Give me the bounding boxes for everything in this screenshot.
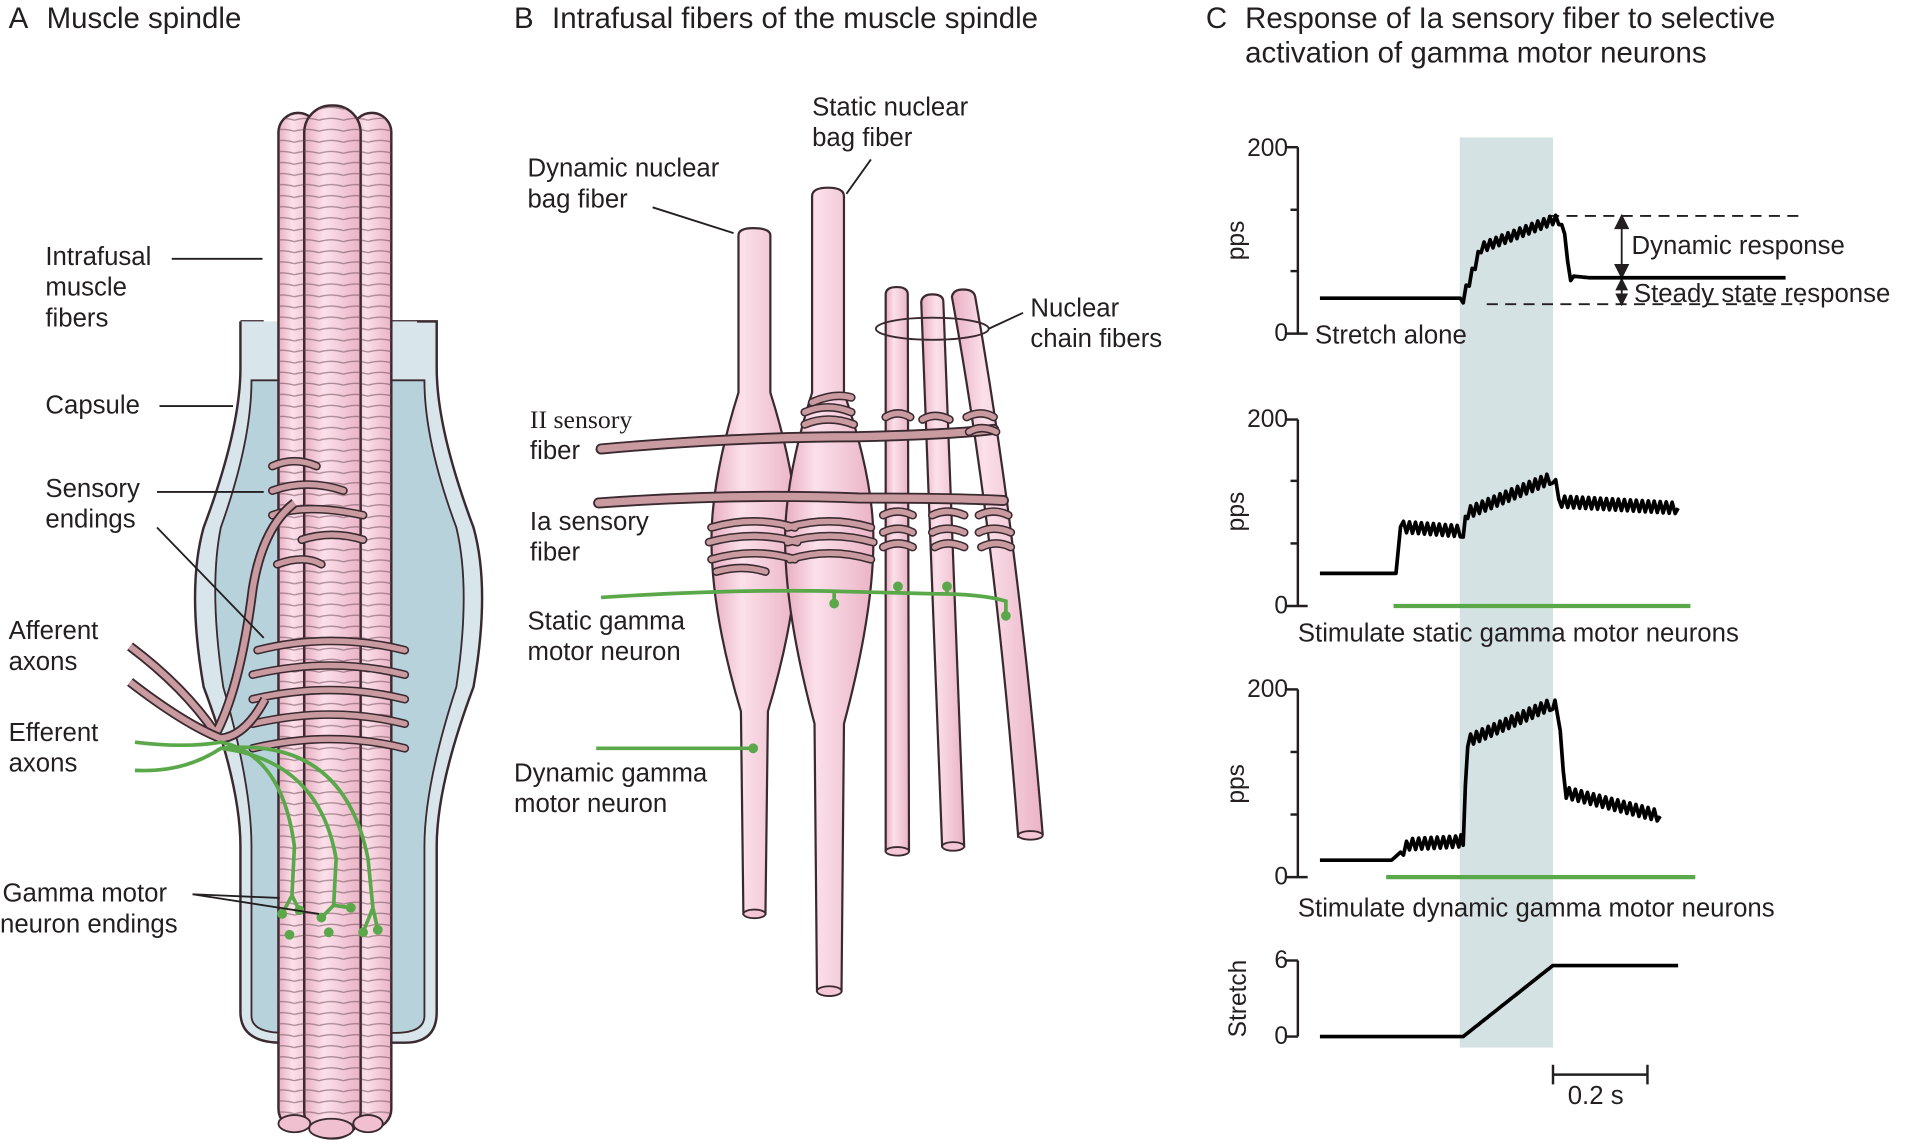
label-afferent-1: Afferent (8, 617, 99, 646)
label-dynamic-bag-2: bag fiber (527, 185, 628, 214)
ylabel-4: Stretch (1225, 959, 1253, 1038)
condition-1: Stretch alone (1315, 321, 1467, 350)
label-intrafusal-2: muscle (45, 273, 128, 302)
label-gamma-endings-2: neuron endings (0, 910, 178, 939)
gamma-axons-a (134, 740, 380, 933)
label-dynamic-gamma-2: motor neuron (513, 789, 668, 819)
tick-3-max: 200 (1247, 675, 1289, 703)
panel-c-title-line1: Response of Ia sensory fiber to selectiv… (1245, 2, 1776, 36)
label-static-gamma-2: motor neuron (527, 637, 681, 667)
label-static-bag-1: Static nuclear (812, 93, 969, 122)
panel-b-letter: B (513, 2, 534, 36)
tick-4-max: 6 (1274, 947, 1289, 974)
panel-c-letter: C (1205, 2, 1228, 36)
scale-bar-label: 0.2 s (1567, 1081, 1624, 1111)
label-efferent-1: Efferent (8, 718, 99, 748)
label-static-bag-2: bag fiber (812, 123, 913, 153)
ylabel-2: pps (1223, 491, 1251, 532)
label-intrafusal-3: fibers (45, 304, 109, 333)
static-gamma-axon (600, 588, 1008, 616)
stretch-shade (1459, 137, 1554, 1048)
label-sensory-1: Sensory (45, 474, 140, 503)
chain-fiber-2 (920, 293, 966, 848)
label-gamma-endings-1: Gamma motor (2, 879, 168, 908)
tick-3-min: 0 (1274, 863, 1289, 891)
label-sensory-2: endings (45, 505, 136, 534)
condition-3: Stimulate dynamic gamma motor neurons (1297, 894, 1775, 923)
condition-2: Stimulate static gamma motor neurons (1297, 619, 1739, 648)
dynamic-response-label: Dynamic response (1631, 231, 1845, 261)
tick-2-max: 200 (1247, 406, 1289, 434)
panel-b-title: Intrafusal fibers of the muscle spindle (552, 2, 1039, 36)
panel-a-letter: A (8, 2, 29, 36)
sensory-endings-a-fill (249, 458, 408, 752)
label-afferent-2: axons (8, 647, 78, 676)
tick-1-min: 0 (1274, 320, 1289, 348)
panel-b-drawing (593, 158, 1044, 998)
label-ia-fiber-1: Ia sensory (529, 507, 649, 537)
tick-1-max: 200 (1247, 134, 1289, 162)
panel-c-title-line2: activation of gamma motor neurons (1245, 36, 1707, 70)
label-dynamic-bag-1: Dynamic nuclear (527, 154, 720, 183)
label-ia-fiber-2: fiber (529, 538, 581, 567)
label-ii-fiber-1: II sensory (529, 404, 633, 435)
label-dynamic-gamma-1: Dynamic gamma (513, 759, 708, 788)
response-trace-2 (1319, 472, 1680, 576)
chain-fiber-3 (950, 288, 1044, 838)
label-intrafusal-1: Intrafusal (45, 242, 152, 272)
response-trace-4 (1319, 963, 1679, 1039)
response-trace-1 (1319, 213, 1786, 305)
axes (1285, 145, 1308, 1038)
response-trace-3 (1319, 698, 1662, 863)
steady-state-label: Steady state response (1633, 279, 1891, 308)
panel-a-drawing (127, 104, 484, 1140)
tick-2-min: 0 (1274, 592, 1289, 620)
label-chain-2: chain fibers (1030, 325, 1163, 354)
chain-fiber-1 (884, 285, 911, 853)
label-efferent-2: axons (8, 749, 78, 778)
panel-a-title: Muscle spindle (46, 2, 242, 36)
label-chain-1: Nuclear (1030, 294, 1120, 323)
label-static-gamma-1: Static gamma (527, 607, 685, 636)
ylabel-3: pps (1223, 764, 1251, 804)
label-capsule: Capsule (45, 391, 140, 420)
panel-c-drawing (1285, 137, 1804, 1085)
tick-4-min: 0 (1274, 1023, 1289, 1051)
label-ii-fiber-2: fiber (529, 436, 581, 465)
ylabel-1: pps (1223, 220, 1251, 261)
